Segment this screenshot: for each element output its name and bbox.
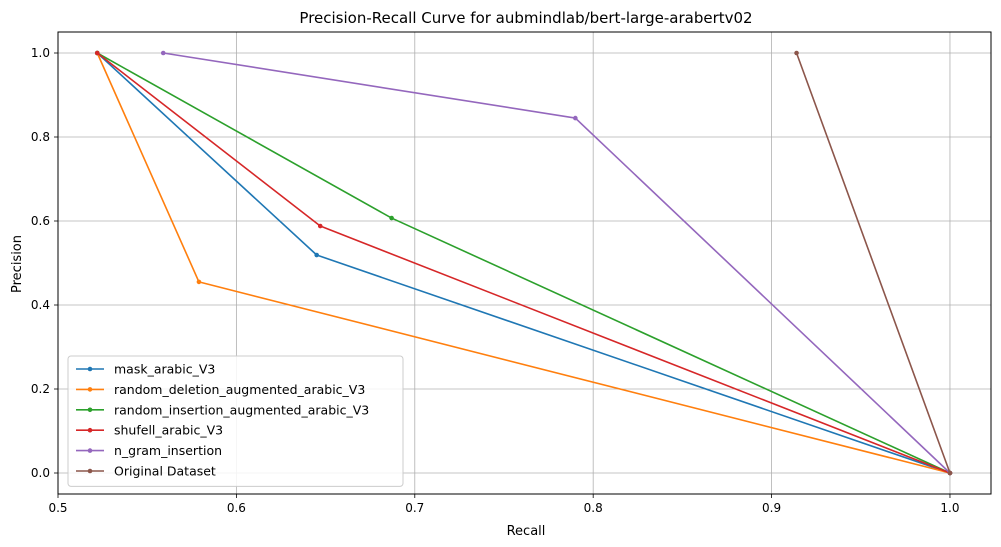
y-tick-label: 0.0: [31, 466, 50, 480]
x-tick-label: 1.0: [940, 501, 959, 515]
y-tick-label: 0.8: [31, 130, 50, 144]
x-axis-title: Recall: [507, 524, 546, 539]
legend-label: shufell_arabic_V3: [114, 423, 223, 438]
legend-swatch-marker: [87, 366, 93, 372]
x-tick-label: 0.9: [762, 501, 781, 515]
legend-label: Original Dataset: [114, 464, 216, 479]
data-point-original-dataset: [947, 470, 953, 476]
x-tick-label: 0.5: [48, 501, 67, 515]
data-point-shufell-arabic-v3: [94, 50, 100, 56]
legend-swatch-marker: [87, 448, 93, 453]
legend-label: random_deletion_augmented_arabic_V3: [114, 382, 365, 397]
legend-item: shufell_arabic_V3: [76, 423, 223, 438]
legend-item: Original Dataset: [76, 464, 216, 479]
legend-swatch-marker: [87, 407, 93, 413]
series-original-dataset: [794, 50, 953, 476]
legend-item: random_insertion_augmented_arabic_V3: [76, 402, 369, 417]
data-point-random-deletion-augmented-arabic-v3: [196, 279, 202, 285]
legend-item: random_deletion_augmented_arabic_V3: [76, 382, 365, 397]
legend-swatch-marker: [87, 387, 93, 392]
y-axis-title: Precision: [10, 235, 25, 293]
x-tick-label: 0.8: [584, 501, 603, 515]
y-tick-label: 0.2: [31, 382, 50, 396]
legend-item: mask_arabic_V3: [76, 362, 215, 377]
x-tick-label: 0.7: [405, 501, 424, 515]
series-line-original-dataset: [795, 52, 951, 474]
series-layer: [94, 50, 953, 476]
data-point-mask-arabic-v3: [314, 252, 319, 258]
legend-swatch-marker: [87, 427, 93, 433]
legend-label: mask_arabic_V3: [114, 362, 215, 377]
legend: mask_arabic_V3 random_deletion_augmented_…: [67, 355, 404, 487]
data-point-n-gram-insertion: [573, 115, 578, 121]
data-point-random-insertion-augmented-arabic-v3: [389, 215, 394, 221]
y-tick-label: 0.6: [31, 214, 50, 228]
legend-box: [67, 355, 404, 487]
axis-ticks: 0.5 0.6 0.7 0.8 0.9 1.0 0.0 0.2 0.4 0.6 0.8 1.0: [31, 46, 960, 515]
y-tick-label: 0.4: [31, 298, 50, 312]
data-point-n-gram-insertion: [160, 50, 166, 56]
plot-frame: [57, 31, 992, 495]
data-point-shufell-arabic-v3: [317, 223, 323, 229]
legend-item: n_gram_insertion: [76, 443, 222, 458]
chart-title: Precision-Recall Curve for aubmindlab/be…: [299, 9, 752, 27]
y-tick-label: 1.0: [31, 46, 50, 60]
legend-label: random_insertion_augmented_arabic_V3: [114, 402, 369, 417]
x-tick-label: 0.6: [227, 501, 246, 515]
legend-label: n_gram_insertion: [114, 443, 222, 458]
legend-swatch-marker: [87, 468, 93, 474]
data-point-original-dataset: [794, 50, 799, 56]
